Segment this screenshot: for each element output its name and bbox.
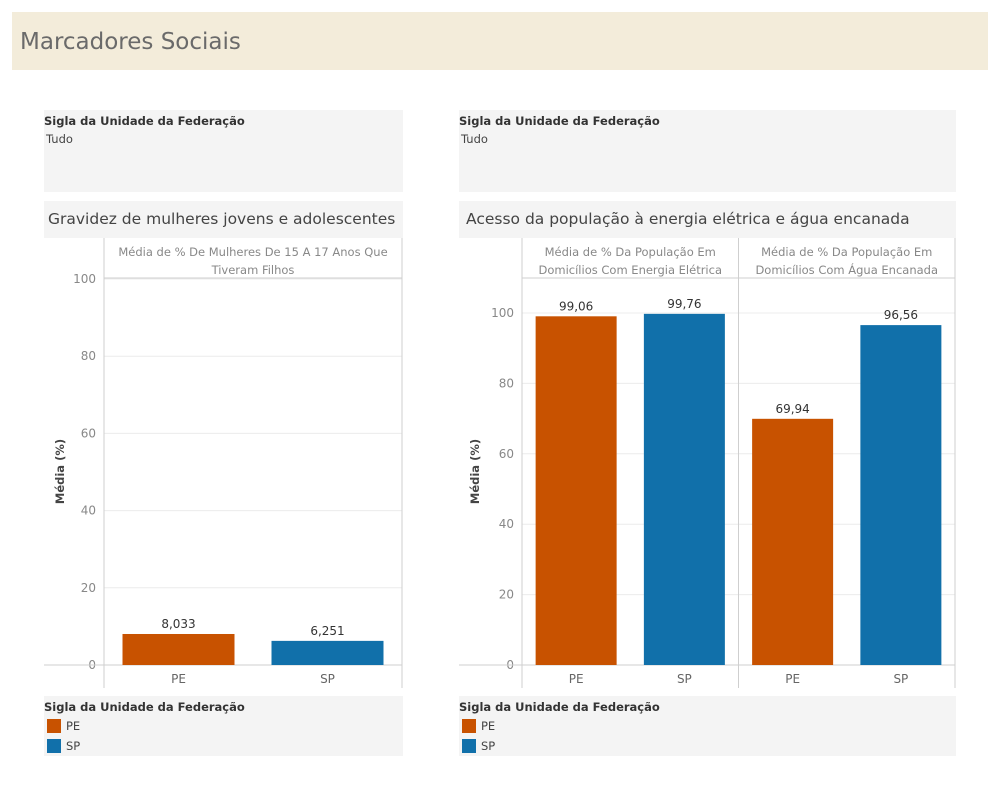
column-header-line: Média de % Da População Em: [545, 245, 716, 259]
data-label: 99,06: [559, 299, 593, 313]
filter-card-left[interactable]: Sigla da Unidade da Federação Tudo: [44, 110, 403, 192]
column-header-line: Tiveram Filhos: [211, 263, 295, 277]
bar-pe: [752, 418, 834, 665]
column-header-line: Média de % Da População Em: [761, 245, 932, 259]
y-tick-label: 100: [491, 306, 514, 320]
bar-sp: [643, 313, 725, 665]
bar-pe: [122, 633, 235, 665]
data-label: 96,56: [884, 308, 918, 322]
x-tick-label: PE: [569, 672, 584, 686]
legend-swatch-sp: [47, 739, 61, 753]
y-tick-label: 40: [81, 504, 96, 518]
bar-sp: [271, 640, 384, 665]
legend-label: PE: [66, 719, 81, 733]
legend-title: Sigla da Unidade da Federação: [459, 700, 660, 714]
data-label: 69,94: [775, 402, 809, 416]
y-tick-label: 20: [81, 581, 96, 595]
legend-swatch-pe: [47, 719, 61, 733]
x-tick-label: SP: [320, 672, 335, 686]
y-axis-title: Média (%): [468, 439, 482, 504]
data-label: 6,251: [310, 624, 344, 638]
column-header-line: Média de % De Mulheres De 15 A 17 Anos Q…: [118, 245, 387, 259]
y-tick-label: 60: [499, 447, 514, 461]
sheet-title: Acesso da população à energia elétrica e…: [466, 210, 910, 228]
y-tick-label: 100: [73, 272, 96, 286]
y-axis-title: Média (%): [53, 439, 67, 504]
sheet-title-card-left: Gravidez de mulheres jovens e adolescent…: [44, 201, 403, 238]
legend-card-right: Sigla da Unidade da Federação PE SP: [459, 696, 956, 756]
y-tick-label: 60: [81, 426, 96, 440]
sheet-title: Gravidez de mulheres jovens e adolescent…: [48, 210, 396, 228]
filter-card-right[interactable]: Sigla da Unidade da Federação Tudo: [459, 110, 956, 192]
x-tick-label: PE: [785, 672, 800, 686]
dashboard-header: Marcadores Sociais: [12, 12, 988, 70]
bar-pe: [535, 316, 617, 665]
legend-label: SP: [66, 739, 81, 753]
legend-title: Sigla da Unidade da Federação: [44, 700, 245, 714]
filter-title: Sigla da Unidade da Federação: [459, 114, 660, 128]
filter-value[interactable]: Tudo: [46, 132, 73, 146]
x-tick-label: SP: [893, 672, 908, 686]
legend-card-left: Sigla da Unidade da Federação PE SP: [44, 696, 403, 756]
x-tick-label: SP: [677, 672, 692, 686]
y-tick-label: 80: [81, 349, 96, 363]
data-label: 8,033: [161, 617, 195, 631]
sheet-title-card-right: Acesso da população à energia elétrica e…: [459, 201, 956, 238]
legend-swatch-pe: [462, 719, 476, 733]
legend-label: PE: [481, 719, 496, 733]
filter-title: Sigla da Unidade da Federação: [44, 114, 245, 128]
y-tick-label: 80: [499, 376, 514, 390]
legend-label: SP: [481, 739, 496, 753]
filter-value[interactable]: Tudo: [461, 132, 488, 146]
column-header-line: Domicílios Com Água Encanada: [755, 262, 938, 277]
y-tick-label: 40: [499, 517, 514, 531]
bar-sp: [860, 325, 942, 665]
x-tick-label: PE: [171, 672, 186, 686]
dashboard-title: Marcadores Sociais: [20, 29, 241, 55]
y-tick-label: 20: [499, 588, 514, 602]
data-label: 99,76: [667, 297, 701, 311]
column-header-line: Domicílios Com Energia Elétrica: [539, 263, 723, 277]
legend-swatch-sp: [462, 739, 476, 753]
